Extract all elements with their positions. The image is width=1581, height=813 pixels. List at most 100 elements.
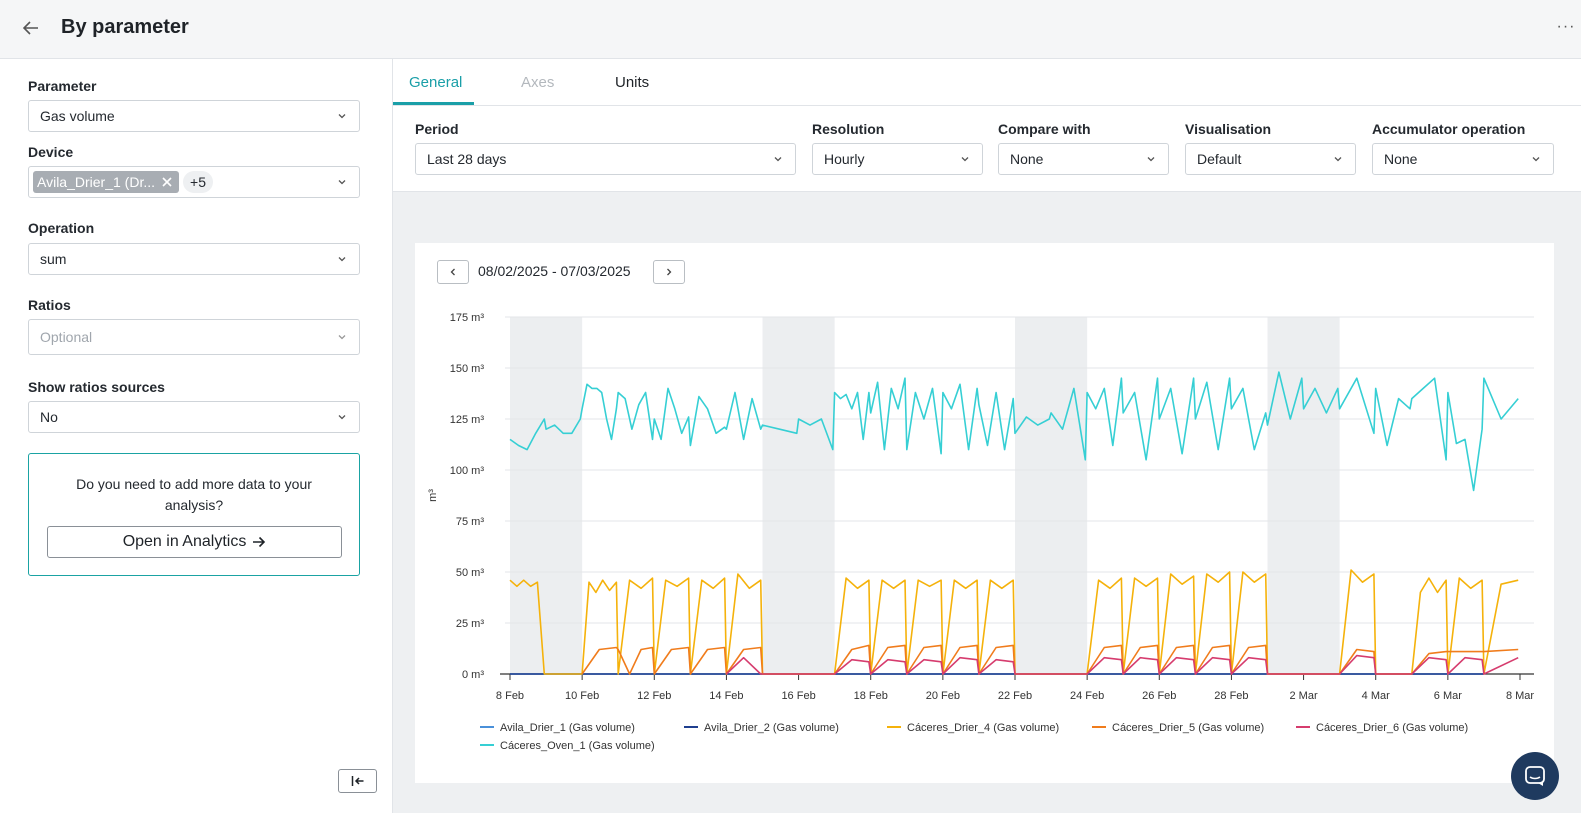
parameter-value: Gas volume	[40, 108, 115, 124]
period-value: Last 28 days	[427, 151, 507, 167]
accumulator-value: None	[1384, 151, 1418, 167]
resolution-value: Hourly	[824, 151, 865, 167]
open-analytics-button[interactable]: Open in Analytics	[47, 526, 342, 558]
chevron-left-icon	[450, 268, 455, 276]
promo-text: Do you need to add more data to your ana…	[76, 476, 312, 513]
show-ratios-value: No	[40, 409, 58, 425]
x-tick-label: 26 Feb	[1142, 690, 1176, 702]
y-tick-label: 100 m³	[450, 465, 485, 477]
operation-value: sum	[40, 251, 67, 267]
back-arrow-icon[interactable]	[18, 15, 44, 41]
tab-units[interactable]: Units	[615, 74, 650, 91]
x-tick-label: 14 Feb	[709, 690, 743, 702]
period-label: Period	[415, 121, 459, 137]
top-bar: By parameter ···	[0, 0, 1581, 59]
operation-label: Operation	[28, 220, 95, 236]
next-period-button[interactable]	[653, 260, 685, 284]
parameter-select[interactable]: Gas volume	[28, 100, 360, 132]
resolution-select[interactable]: Hourly	[812, 143, 983, 175]
series-line	[725, 654, 1519, 675]
x-tick-label: 6 Mar	[1434, 690, 1462, 702]
show-ratios-label: Show ratios sources	[28, 379, 165, 395]
ratios-select[interactable]: Optional	[28, 319, 360, 355]
device-label: Device	[28, 144, 74, 160]
tab-axes: Axes	[521, 74, 555, 91]
accumulator-label: Accumulator operation	[1372, 121, 1526, 137]
operation-select[interactable]: sum	[28, 243, 360, 275]
y-tick-label: 125 m³	[450, 414, 485, 426]
y-axis-label: m³	[427, 489, 439, 502]
tab-bar: General Axes Units	[393, 59, 1581, 106]
x-tick-label: 20 Feb	[926, 690, 960, 702]
collapse-sidebar-button[interactable]	[338, 769, 377, 793]
active-tab-indicator	[393, 102, 474, 105]
period-select[interactable]: Last 28 days	[415, 143, 796, 175]
compare-select[interactable]: None	[998, 143, 1169, 175]
x-tick-label: 10 Feb	[565, 690, 599, 702]
y-tick-label: 50 m³	[456, 567, 484, 579]
x-tick-label: 22 Feb	[998, 690, 1032, 702]
previous-period-button[interactable]	[437, 260, 469, 284]
chevron-down-icon	[1532, 157, 1540, 162]
visualisation-select[interactable]: Default	[1185, 143, 1356, 175]
chevron-down-icon	[338, 335, 346, 340]
y-tick-label: 0 m³	[462, 669, 484, 681]
arrow-right-icon	[253, 536, 266, 548]
x-tick-label: 8 Mar	[1506, 690, 1534, 702]
x-tick-label: 28 Feb	[1214, 690, 1248, 702]
collapse-left-icon	[351, 776, 363, 786]
parameter-label: Parameter	[28, 78, 97, 94]
chevron-right-icon	[667, 268, 672, 276]
x-tick-label: 16 Feb	[781, 690, 815, 702]
resolution-label: Resolution	[812, 121, 885, 137]
chevron-down-icon	[961, 157, 969, 162]
device-chip-label: Avila_Drier_1 (Dr...	[37, 174, 156, 190]
legend-label: Avila_Drier_1 (Gas volume)	[500, 722, 635, 734]
analytics-promo: Do you need to add more data to your ana…	[28, 453, 360, 576]
series-line	[509, 371, 1519, 492]
show-ratios-select[interactable]: No	[28, 401, 360, 433]
x-tick-label: 8 Feb	[496, 690, 524, 702]
open-analytics-label: Open in Analytics	[122, 533, 247, 550]
legend-label: Cáceres_Drier_6 (Gas volume)	[1316, 722, 1468, 734]
ratios-label: Ratios	[28, 297, 71, 313]
chat-icon	[1525, 766, 1545, 786]
chevron-down-icon	[774, 157, 782, 162]
x-tick-label: 24 Feb	[1070, 690, 1104, 702]
chevron-down-icon	[1147, 157, 1155, 162]
compare-label: Compare with	[998, 121, 1091, 137]
y-tick-label: 175 m³	[450, 312, 485, 324]
ratios-placeholder: Optional	[40, 329, 93, 345]
more-options-icon[interactable]: ···	[1556, 18, 1576, 35]
chevron-down-icon	[338, 415, 346, 420]
chart-controls: Period Last 28 days Resolution Hourly Co…	[393, 106, 1581, 192]
legend-label: Cáceres_Drier_4 (Gas volume)	[907, 722, 1059, 734]
visualisation-label: Visualisation	[1185, 121, 1272, 137]
page-title: By parameter	[61, 16, 189, 38]
weekend-band	[1267, 317, 1340, 674]
y-tick-label: 75 m³	[456, 516, 484, 528]
accumulator-select[interactable]: None	[1372, 143, 1554, 175]
line-chart: 0 m³ 25 m³ 50 m³ 75 m³ 100 m³ 125 m³ 150 m³ 175…	[427, 312, 1534, 752]
x-tick-label: 4 Mar	[1362, 690, 1390, 702]
sidebar: Parameter Gas volume Device Avila_Drier_…	[0, 59, 393, 813]
chevron-down-icon	[338, 180, 346, 185]
device-more-count: +5	[183, 171, 213, 193]
chart-card: 08/02/2025 - 07/03/2025 0 m³ 25 m³ 50 m³ 75…	[415, 243, 1554, 783]
close-icon[interactable]	[161, 176, 173, 188]
weekend-band	[762, 317, 835, 674]
y-tick-label: 150 m³	[450, 363, 485, 375]
x-tick-label: 2 Mar	[1290, 690, 1318, 702]
device-select[interactable]: Avila_Drier_1 (Dr... +5	[28, 166, 360, 198]
legend-label: Avila_Drier_2 (Gas volume)	[704, 722, 839, 734]
x-tick-label: 12 Feb	[637, 690, 671, 702]
y-tick-label: 25 m³	[456, 618, 484, 630]
legend-label: Cáceres_Oven_1 (Gas volume)	[500, 740, 655, 752]
tab-general[interactable]: General	[409, 74, 463, 91]
date-range: 08/02/2025 - 07/03/2025	[478, 263, 631, 279]
compare-value: None	[1010, 151, 1044, 167]
chevron-down-icon	[338, 114, 346, 119]
chat-support-button[interactable]	[1511, 752, 1559, 800]
weekend-band	[1015, 317, 1088, 674]
main-panel: General Axes Units Period Last 28 days R…	[393, 59, 1581, 813]
